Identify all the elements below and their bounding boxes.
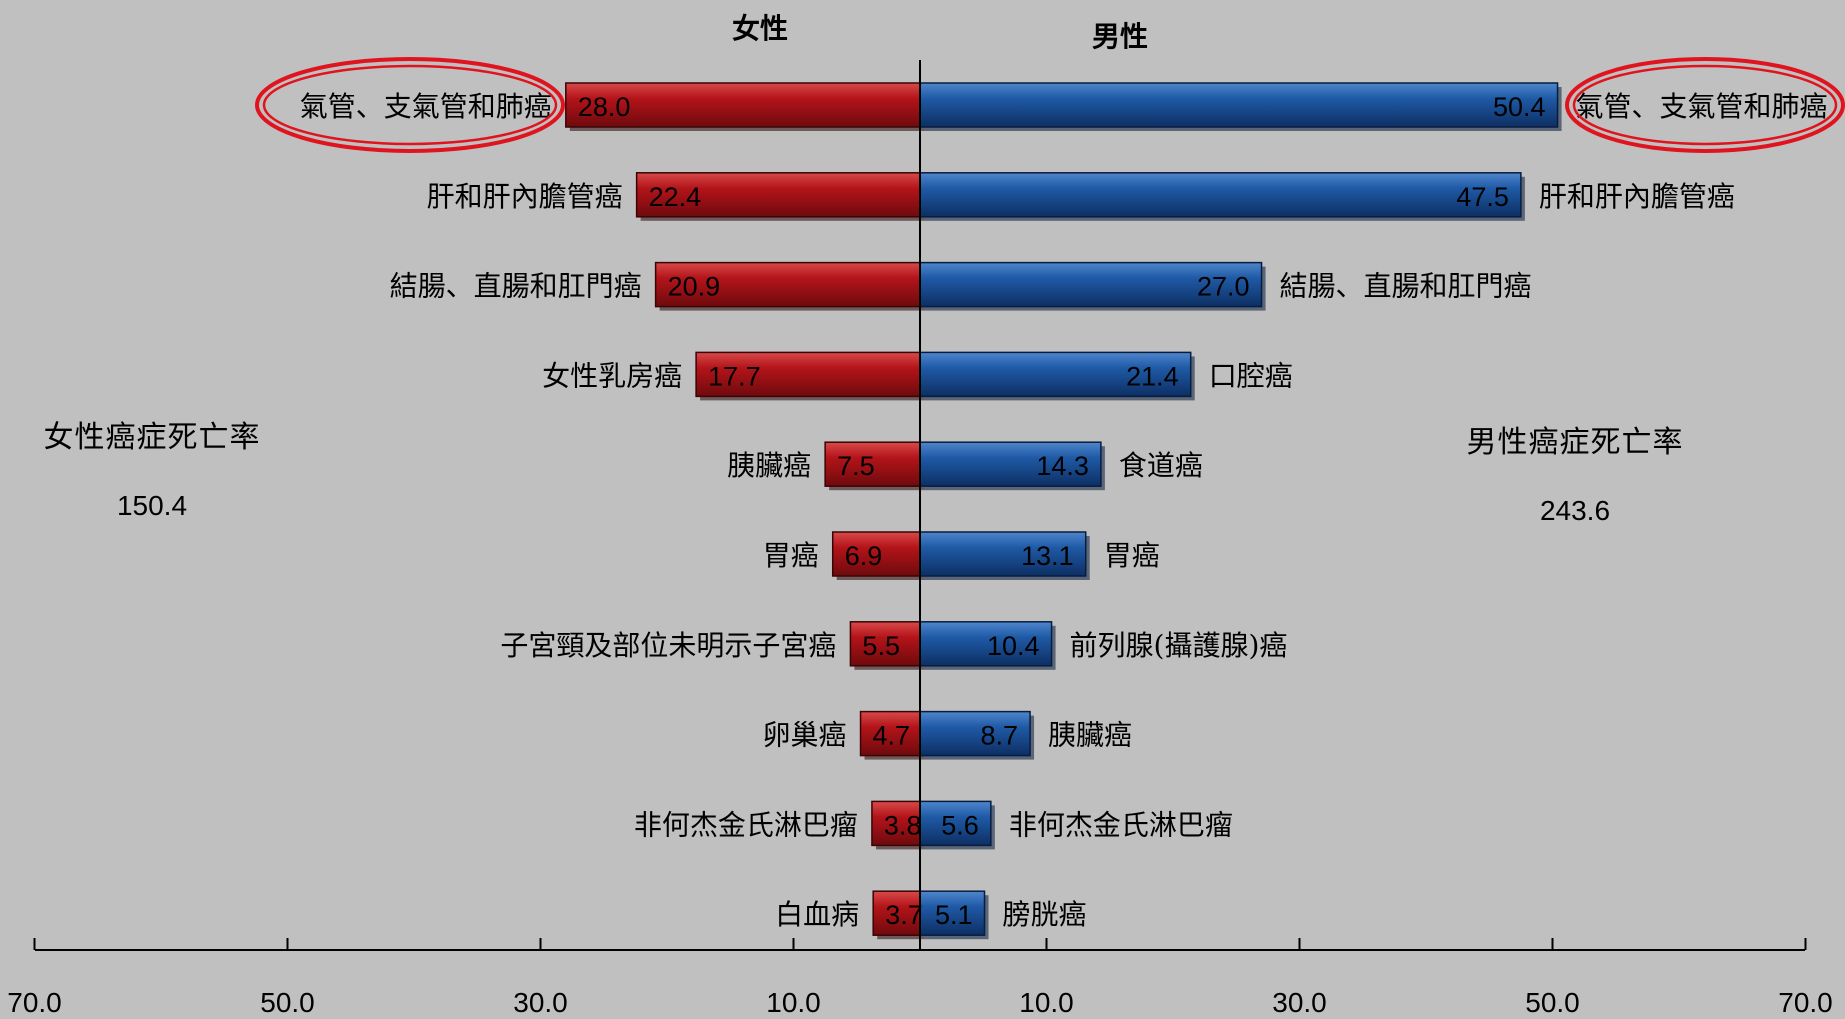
male-total-label: 男性癌症死亡率 [1466,425,1684,460]
male-value-label: 14.3 [1036,451,1089,481]
female-bar [565,82,921,128]
female-header: 女性 [732,12,788,45]
male-highlight-ellipse-inner [1572,64,1838,146]
male-category-label: 結腸、直腸和肛門癌 [1280,270,1532,303]
female-bar [654,261,921,308]
female-highlight-ellipse [255,57,565,153]
x-tick-label: 10.0 [766,987,821,1018]
female-bar [635,172,921,218]
female-value-label: 4.7 [873,721,911,751]
male-header: 男性 [1092,20,1148,53]
female-value-label: 20.9 [668,272,721,302]
male-category-label: 氣管、支氣管和肺癌 [1576,90,1828,123]
male-category-label: 膀胱癌 [1003,898,1087,931]
female-value-label: 3.7 [885,900,923,930]
female-value-label: 7.5 [837,451,875,481]
male-bar [919,890,986,936]
male-category-label: 前列腺(攝護腺)癌 [1070,629,1288,662]
female-category-label: 肝和肝內膽管癌 [427,180,623,213]
male-bar [919,82,1559,128]
x-tick-label: 30.0 [1272,987,1327,1018]
female-total-block: 女性癌症死亡率 150.4 [22,412,282,522]
male-category-label: 肝和肝內膽管癌 [1539,180,1735,213]
male-value-label: 5.6 [941,810,979,840]
female-value-label: 22.4 [649,182,702,212]
female-highlight-ellipse-inner [262,64,558,146]
female-bar [824,441,921,487]
male-total-value: 243.6 [1539,495,1611,526]
male-value-label: 8.7 [981,721,1019,751]
male-bar [919,441,1102,487]
male-value-label: 10.4 [987,631,1040,661]
male-value-label: 13.1 [1021,541,1074,571]
headers-layer: 女性 男性 [732,12,1148,53]
x-tick-label: 50.0 [1525,987,1580,1018]
female-bar [849,621,921,667]
male-highlight-ellipse [1565,57,1845,153]
female-category-label: 白血病 [775,898,859,931]
female-bar [831,531,921,577]
x-axis: 70.0 50.0 30.0 10.0 10.0 30.0 50.0 70.0 [7,938,1833,1018]
male-category-label: 非何杰金氏淋巴瘤 [1009,808,1233,841]
female-value-label: 5.5 [862,631,900,661]
male-value-label: 50.4 [1493,92,1546,122]
female-bar [859,710,921,757]
labels-layer: 28.0 氣管、支氣管和肺癌 50.4 氣管、支氣管和肺癌 22.4 肝和肝內膽管癌 47.… [255,57,1845,931]
female-total-label: 女性癌症死亡率 [43,420,261,455]
female-category-label: 卵巢癌 [763,719,847,752]
male-value-label: 47.5 [1456,182,1509,212]
female-bar [871,800,921,847]
male-category-label: 口腔癌 [1209,359,1293,392]
male-value-label: 21.4 [1126,361,1179,391]
female-category-label: 氣管、支氣管和肺癌 [300,90,552,123]
female-category-label: 非何杰金氏淋巴瘤 [634,808,858,841]
x-tick-label: 30.0 [513,987,568,1018]
female-value-label: 6.9 [845,541,883,571]
female-total-value: 150.4 [116,490,188,521]
x-tick-label: 70.0 [7,987,62,1018]
male-value-label: 5.1 [935,900,973,930]
male-total-block: 男性癌症死亡率 243.6 [1445,417,1705,527]
male-bar [919,172,1522,218]
male-bar [919,710,1031,757]
male-category-label: 胰臟癌 [1048,719,1132,752]
female-value-label: 3.8 [884,810,922,840]
male-value-label: 27.0 [1197,272,1250,302]
x-tick-label: 70.0 [1778,987,1833,1018]
male-bar [919,531,1087,577]
bars-layer [565,82,1562,940]
female-value-label: 28.0 [578,92,631,122]
female-value-label: 17.7 [708,361,761,391]
x-tick-label: 50.0 [260,987,315,1018]
male-bar [919,261,1263,308]
female-category-label: 胰臟癌 [727,449,811,482]
female-category-label: 結腸、直腸和肛門癌 [390,270,642,303]
male-bar [919,621,1053,667]
female-category-label: 女性乳房癌 [542,359,682,392]
male-bar [919,800,992,847]
male-category-label: 胃癌 [1104,539,1160,572]
female-category-label: 胃癌 [763,539,819,572]
male-category-label: 食道癌 [1119,449,1203,482]
x-tick-label: 10.0 [1019,987,1074,1018]
female-category-label: 子宮頸及部位未明示子宮癌 [500,629,836,662]
